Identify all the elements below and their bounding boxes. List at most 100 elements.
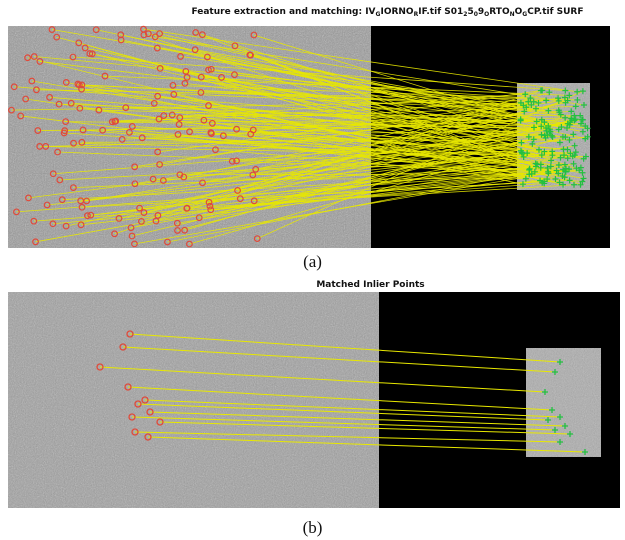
- left-keypoint-marker: [141, 396, 149, 404]
- left-keypoint-marker: [160, 112, 168, 119]
- right-keypoint-marker: [582, 122, 589, 129]
- left-keypoint-marker: [60, 129, 68, 137]
- panel-a-left-keypoints: [8, 25, 261, 248]
- right-keypoint-marker: [545, 170, 552, 177]
- right-keypoint-marker: [577, 120, 584, 127]
- inlier-match-line: [129, 333, 561, 363]
- right-keypoint-marker: [555, 95, 562, 102]
- right-keypoint-marker: [561, 94, 568, 101]
- right-keypoint-marker: [544, 176, 551, 183]
- right-keypoint-marker: [525, 133, 532, 140]
- right-keypoint-marker: [519, 150, 526, 157]
- left-keypoint-marker: [195, 214, 203, 222]
- match-line: [52, 180, 541, 225]
- left-keypoint-marker: [99, 126, 107, 134]
- right-keypoint-marker: [519, 181, 526, 188]
- left-keypoint-marker: [249, 171, 257, 179]
- right-keypoint-marker: [555, 97, 562, 104]
- left-keypoint-marker: [205, 66, 212, 74]
- right-keypoint-marker: [523, 104, 530, 111]
- match-line: [77, 83, 584, 160]
- right-keypoint-marker: [572, 116, 579, 123]
- left-keypoint-marker: [131, 428, 139, 436]
- left-keypoint-marker: [146, 408, 154, 416]
- right-keypoint-marker: [582, 449, 588, 455]
- left-keypoint-marker: [234, 187, 241, 194]
- left-keypoint-marker: [101, 72, 109, 80]
- right-keypoint-marker: [566, 92, 573, 99]
- left-keypoint-marker: [76, 104, 84, 112]
- left-keypoint-marker: [203, 53, 211, 61]
- right-keypoint-marker: [557, 359, 563, 365]
- left-keypoint-marker: [164, 238, 171, 246]
- left-keypoint-marker: [186, 240, 193, 248]
- right-keypoint-marker: [529, 140, 536, 147]
- panel-b-left-keypoints: [96, 330, 164, 441]
- match-line: [59, 151, 576, 181]
- left-keypoint-marker: [181, 226, 189, 234]
- left-keypoint-marker: [22, 95, 30, 103]
- left-keypoint-marker: [111, 230, 118, 238]
- left-keypoint-marker: [156, 418, 164, 426]
- panel-a-caption: (a): [303, 252, 322, 271]
- right-keypoint-marker: [545, 107, 552, 114]
- left-keypoint-marker: [131, 163, 139, 171]
- left-keypoint-marker: [128, 123, 136, 130]
- right-keypoint-marker: [546, 89, 553, 96]
- inlier-match-line: [144, 399, 561, 418]
- right-keypoint-marker: [521, 108, 528, 115]
- match-line: [201, 76, 531, 99]
- right-keypoint-marker: [556, 179, 563, 186]
- inlier-match-line: [159, 421, 571, 435]
- left-keypoint-marker: [88, 50, 96, 58]
- right-keypoint-marker: [548, 157, 555, 164]
- right-keypoint-marker: [542, 389, 548, 395]
- left-keypoint-marker: [81, 44, 89, 52]
- left-keypoint-marker: [122, 104, 130, 112]
- left-keypoint-marker: [253, 235, 261, 242]
- left-keypoint-marker: [32, 86, 40, 94]
- left-keypoint-marker: [62, 118, 70, 126]
- left-keypoint-marker: [95, 106, 103, 114]
- left-keypoint-marker: [84, 212, 91, 220]
- left-keypoint-marker: [34, 127, 42, 134]
- right-keypoint-marker: [557, 111, 564, 118]
- left-keypoint-marker: [127, 224, 135, 232]
- left-keypoint-marker: [77, 221, 85, 229]
- left-keypoint-marker: [200, 116, 208, 124]
- right-keypoint-marker: [560, 152, 567, 159]
- right-keypoint-marker: [570, 131, 577, 138]
- left-keypoint-marker: [151, 33, 159, 41]
- match-line: [92, 53, 567, 170]
- right-keypoint-marker: [557, 414, 563, 420]
- match-line: [232, 160, 535, 173]
- left-keypoint-marker: [117, 31, 125, 39]
- match-line: [160, 68, 563, 138]
- left-keypoint-marker: [78, 203, 86, 211]
- left-keypoint-marker: [55, 100, 63, 108]
- left-keypoint-marker: [219, 132, 227, 140]
- right-keypoint-marker: [549, 148, 556, 155]
- right-keypoint-marker: [573, 165, 580, 172]
- panel-b-sar-image-left: [8, 292, 379, 508]
- left-keypoint-marker: [115, 215, 123, 222]
- left-keypoint-marker: [25, 194, 32, 202]
- right-keypoint-marker: [517, 116, 524, 123]
- left-keypoint-marker: [128, 232, 136, 240]
- right-keypoint-marker: [530, 136, 537, 143]
- match-line: [82, 129, 530, 171]
- right-keypoint-marker: [538, 131, 545, 138]
- panel-a-feature-matching-image: [8, 25, 610, 248]
- right-keypoint-marker: [557, 154, 564, 161]
- panel-b-inlier-matching-image: [8, 292, 620, 508]
- right-keypoint-marker: [541, 132, 548, 139]
- left-keypoint-marker: [207, 65, 215, 73]
- match-line: [104, 75, 570, 96]
- left-keypoint-marker: [83, 197, 91, 205]
- left-keypoint-marker: [231, 71, 238, 79]
- left-keypoint-marker: [150, 99, 158, 107]
- left-keypoint-marker: [191, 46, 199, 54]
- left-keypoint-marker: [154, 92, 162, 100]
- right-keypoint-marker: [557, 439, 563, 445]
- left-keypoint-marker: [168, 111, 176, 119]
